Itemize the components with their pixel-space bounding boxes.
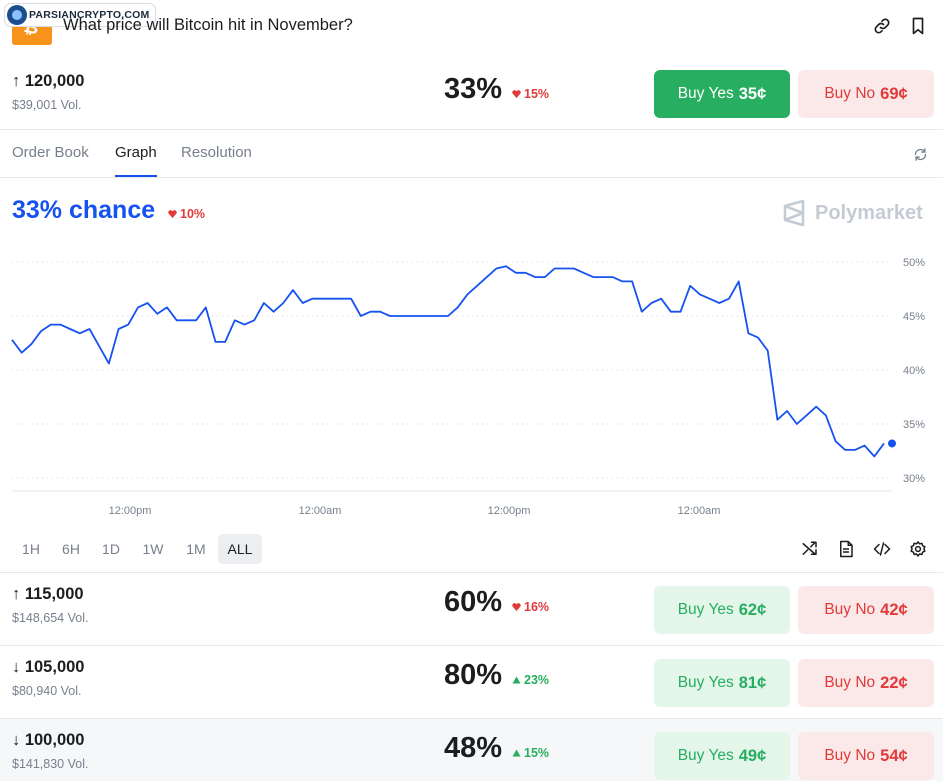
y-tick-label: 30% xyxy=(903,473,925,485)
shuffle-icon[interactable] xyxy=(799,538,821,560)
polymarket-icon xyxy=(783,200,805,226)
outcome-chance: 80% xyxy=(444,659,503,691)
x-tick-label: 12:00am xyxy=(678,505,721,517)
outcome-volume: $148,654 Vol. xyxy=(12,611,89,625)
buy-yes-label: Buy Yes xyxy=(677,674,734,691)
buy-no-price: 42¢ xyxy=(880,600,908,619)
heart-down-icon xyxy=(168,210,177,218)
range-1d[interactable]: 1D xyxy=(102,541,120,557)
bookmark-icon[interactable] xyxy=(907,15,929,37)
y-tick-label: 35% xyxy=(903,419,925,431)
range-6h[interactable]: 6H xyxy=(62,541,80,557)
active-tab-indicator xyxy=(115,175,157,177)
buy-yes-price: 62¢ xyxy=(738,600,767,619)
heart-down-icon xyxy=(512,90,521,98)
buy-yes-price: 49¢ xyxy=(738,746,767,765)
document-icon[interactable] xyxy=(835,538,857,560)
probability-chart[interactable]: 50% 45% 40% 35% 30% 12:00pm 12:00am 12:00pm 12:0… xyxy=(0,245,943,525)
settings-icon[interactable] xyxy=(907,538,929,560)
outcome-row[interactable]: ↓ 100,000 $141,830 Vol. 48% 15% Buy Yes 4… xyxy=(0,718,943,781)
outcome-delta: 16% xyxy=(512,600,549,614)
buy-yes-label: Buy Yes xyxy=(677,601,734,618)
outcome-volume: $141,830 Vol. xyxy=(12,757,89,771)
buy-no-button[interactable]: Buy No 22¢ xyxy=(798,659,934,707)
outcome-delta: 15% xyxy=(512,87,549,101)
y-tick-label: 45% xyxy=(903,311,925,323)
outcome-delta-value: 15% xyxy=(524,87,550,101)
x-tick-label: 12:00pm xyxy=(488,505,531,517)
heart-down-icon xyxy=(512,603,521,611)
refresh-icon[interactable] xyxy=(909,143,931,165)
tab-order-book[interactable]: Order Book xyxy=(12,144,89,161)
watermark: PARSIANCRYPTO.COM xyxy=(5,4,156,26)
triangle-up-icon xyxy=(512,749,521,757)
series-end-point xyxy=(888,439,896,448)
x-tick-label: 12:00pm xyxy=(109,505,152,517)
polymarket-logo: Polymarket xyxy=(783,200,923,226)
watermark-seal-icon xyxy=(7,5,27,25)
buy-no-button[interactable]: Buy No 42¢ xyxy=(798,586,934,634)
y-tick-label: 40% xyxy=(903,365,925,377)
outcome-strike: ↑ 115,000 xyxy=(12,585,84,603)
outcome-row[interactable]: ↑ 120,000 $39,001 Vol. 33% 15% Buy Yes 35… xyxy=(0,60,943,130)
outcome-delta: 23% xyxy=(512,673,549,687)
buy-yes-button[interactable]: Buy Yes 62¢ xyxy=(654,586,790,634)
outcome-row[interactable]: ↑ 115,000 $148,654 Vol. 60% 16% Buy Yes 6… xyxy=(0,572,943,645)
outcome-strike: ↓ 105,000 xyxy=(12,658,85,676)
outcome-strike: ↓ 100,000 xyxy=(12,731,85,749)
x-tick-label: 12:00am xyxy=(299,505,342,517)
range-1h[interactable]: 1H xyxy=(22,541,40,557)
outcome-chance: 33% xyxy=(444,73,503,105)
buy-no-button[interactable]: Buy No 54¢ xyxy=(798,732,934,780)
buy-no-label: Buy No xyxy=(824,747,876,764)
outcome-volume: $39,001 Vol. xyxy=(12,98,82,112)
y-tick-label: 50% xyxy=(903,257,925,269)
page-title: What price will Bitcoin hit in November? xyxy=(63,16,353,34)
graph-chance-delta-value: 10% xyxy=(180,207,206,221)
outcome-delta-value: 16% xyxy=(524,600,550,614)
range-1w[interactable]: 1W xyxy=(142,541,164,557)
series-line xyxy=(11,265,885,458)
buy-no-label: Buy No xyxy=(824,85,876,102)
watermark-text: PARSIANCRYPTO.COM xyxy=(29,9,150,21)
buy-yes-button[interactable]: Buy Yes 49¢ xyxy=(654,732,790,780)
buy-no-button[interactable]: Buy No 69¢ xyxy=(798,70,934,118)
outcome-volume: $80,940 Vol. xyxy=(12,684,82,698)
buy-no-label: Buy No xyxy=(824,601,876,618)
buy-no-price: 22¢ xyxy=(880,673,908,692)
outcome-row[interactable]: ↓ 105,000 $80,940 Vol. 80% 23% Buy Yes 81… xyxy=(0,645,943,718)
buy-yes-button[interactable]: Buy Yes 35¢ xyxy=(654,70,790,118)
outcome-chance: 48% xyxy=(444,732,503,764)
code-icon[interactable] xyxy=(871,538,893,560)
tab-bar: Order Book Graph Resolution xyxy=(0,130,943,178)
tab-graph[interactable]: Graph xyxy=(115,144,157,161)
buy-no-price: 54¢ xyxy=(880,746,908,765)
buy-yes-button[interactable]: Buy Yes 81¢ xyxy=(654,659,790,707)
range-all[interactable]: ALL xyxy=(218,534,262,564)
tab-resolution[interactable]: Resolution xyxy=(181,144,252,161)
outcome-delta: 15% xyxy=(512,746,549,760)
outcome-chance: 60% xyxy=(444,586,503,618)
buy-yes-price: 81¢ xyxy=(738,673,767,692)
buy-no-price: 69¢ xyxy=(880,84,908,103)
outcome-delta-value: 23% xyxy=(524,673,550,687)
outcome-delta-value: 15% xyxy=(524,746,550,760)
range-1m[interactable]: 1M xyxy=(186,541,206,557)
graph-chance-delta: 10% xyxy=(168,207,205,221)
outcome-strike: ↑ 120,000 xyxy=(12,72,85,90)
buy-yes-price: 35¢ xyxy=(738,84,767,103)
graph-chance-label: 33% chance xyxy=(12,196,156,224)
buy-yes-label: Buy Yes xyxy=(677,747,734,764)
link-icon[interactable] xyxy=(871,15,893,37)
buy-yes-label: Buy Yes xyxy=(677,85,734,102)
polymarket-brand: Polymarket xyxy=(815,201,923,224)
triangle-up-icon xyxy=(512,676,521,684)
header: ₿ PARSIANCRYPTO.COM What price will Bitc… xyxy=(0,0,943,58)
buy-no-label: Buy No xyxy=(824,674,876,691)
